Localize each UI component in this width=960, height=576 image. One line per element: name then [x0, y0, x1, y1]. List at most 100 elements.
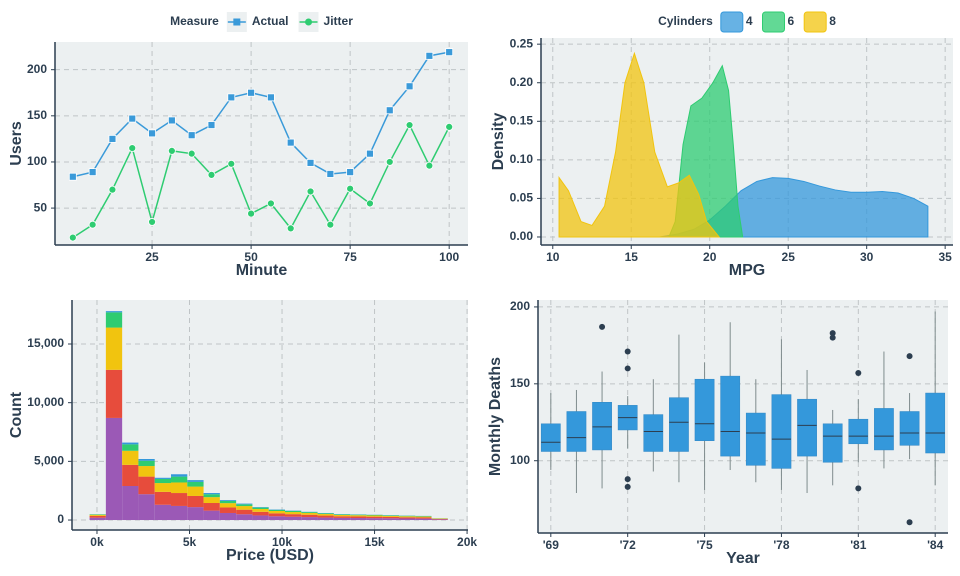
bar-segment	[366, 518, 383, 521]
bar-segment	[415, 518, 432, 521]
panel: 100 150 200 '69 '72 '75 '78 '81 '84 Year Monthly D…	[487, 299, 948, 567]
legend-title: Measure	[170, 14, 219, 28]
point	[227, 93, 236, 102]
bar-segment	[366, 516, 383, 519]
point	[68, 233, 77, 242]
bar-segment	[122, 450, 139, 465]
point	[207, 121, 216, 129]
marks	[89, 311, 448, 521]
bar-segment	[122, 444, 139, 451]
bar-segment	[105, 417, 123, 521]
x-tick-label: '84	[927, 538, 944, 552]
point	[405, 82, 414, 91]
point	[326, 170, 335, 178]
outlier	[829, 334, 836, 341]
point	[346, 168, 355, 177]
panel: 0 5,000 10,000 15,000 0k 5k 10k 15k 20k Price (US…	[8, 300, 477, 564]
x-axis-title: MPG	[729, 262, 765, 279]
x-tick-label: 15	[625, 250, 639, 264]
legend-title: Cylinders	[658, 14, 713, 28]
bar-segment	[105, 327, 123, 370]
bar-segment	[138, 466, 155, 477]
bar-segment	[89, 514, 106, 516]
bar-segment	[301, 517, 318, 521]
bar-segment	[187, 486, 204, 496]
box	[874, 408, 894, 451]
outlier	[855, 370, 862, 377]
outlier	[624, 348, 631, 355]
point	[267, 93, 275, 102]
bar-segment	[171, 474, 188, 477]
bar-segment	[105, 312, 123, 328]
legend-swatch	[305, 18, 313, 26]
point	[187, 131, 196, 140]
bar-segment	[171, 505, 188, 521]
point	[425, 161, 434, 170]
y-tick-label: 100	[27, 154, 47, 168]
y-tick-label: 10,000	[27, 395, 64, 409]
legend-swatch	[233, 18, 241, 26]
bar-segment	[350, 516, 367, 519]
outlier	[906, 519, 913, 526]
point	[286, 138, 295, 147]
bar-segment	[236, 503, 253, 505]
bar-segment	[317, 517, 334, 521]
bar-segment	[203, 497, 220, 504]
x-tick-label: '81	[850, 538, 867, 552]
x-tick-label: 25	[145, 250, 159, 264]
x-axis-title: Minute	[236, 262, 288, 279]
point	[306, 187, 315, 196]
box	[566, 411, 587, 452]
outlier	[829, 330, 836, 337]
bar-segment	[138, 460, 155, 467]
bar-segment	[252, 507, 269, 509]
bar-segment	[382, 515, 399, 516]
bar-segment	[301, 512, 318, 513]
bar-segment	[398, 517, 416, 519]
bar-segment	[398, 516, 416, 518]
bar-segment	[154, 491, 171, 505]
bar-segment	[415, 517, 432, 519]
y-tick-label: 100	[510, 453, 530, 467]
point	[148, 129, 156, 138]
x-tick-label: 35	[938, 250, 952, 264]
x-tick-label: 75	[343, 250, 357, 264]
bar-segment	[382, 518, 399, 521]
point	[88, 168, 97, 177]
point	[445, 48, 454, 57]
bar-segment	[301, 512, 318, 515]
outlier	[624, 476, 631, 483]
y-tick-label: 0.20	[510, 75, 534, 89]
y-axis-title: Monthly Deaths	[487, 357, 504, 476]
legend-label: Actual	[252, 14, 289, 28]
bar-segment	[284, 510, 302, 513]
box	[848, 418, 869, 445]
box	[643, 414, 664, 452]
point	[88, 220, 97, 229]
legend-swatch	[803, 11, 827, 33]
point	[405, 121, 414, 129]
point	[187, 149, 196, 158]
point	[267, 199, 275, 208]
point	[167, 116, 176, 125]
bar-segment	[138, 476, 155, 495]
point	[128, 114, 137, 123]
bar-segment	[171, 482, 188, 494]
marks	[558, 51, 929, 238]
point	[385, 158, 394, 166]
x-tick-label: 50	[244, 250, 258, 264]
bar-segment	[219, 512, 237, 521]
box	[797, 398, 817, 457]
x-tick-label: 10k	[272, 535, 292, 549]
outlier	[599, 323, 606, 330]
bar-segment	[382, 516, 399, 519]
y-tick-label: 150	[27, 108, 47, 122]
bar-segment	[415, 516, 432, 518]
bar-segment	[203, 494, 220, 498]
bar-segment	[284, 514, 302, 517]
point	[167, 146, 176, 155]
x-axis-title: Price (USD)	[226, 547, 314, 564]
bar-segment	[268, 516, 285, 521]
bar-segment	[203, 510, 220, 521]
bar-segment	[350, 514, 367, 516]
